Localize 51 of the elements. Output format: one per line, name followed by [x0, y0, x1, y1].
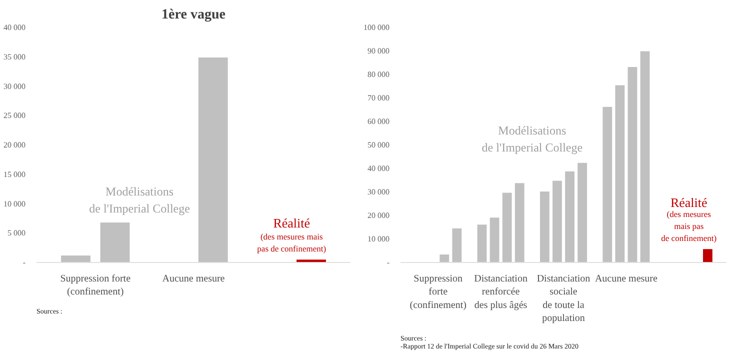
- x-tick-label: Aucune mesure: [162, 274, 226, 284]
- bar: [440, 254, 450, 262]
- x-tick-label: Distanciation sociale de toute la population: [536, 274, 590, 324]
- y-tick-label: 35 000: [4, 52, 26, 62]
- bar: [452, 228, 462, 262]
- annotation: Réalité: [670, 195, 708, 210]
- y-tick-label: 10 000: [4, 199, 26, 208]
- bar: [514, 183, 524, 262]
- x-tick-label: Suppression forte (confinement): [60, 274, 132, 298]
- annotation: (des mesures mais pas de confinement): [661, 209, 717, 244]
- bar: [640, 51, 650, 262]
- annotation: Réalité: [273, 216, 310, 231]
- y-tick-label: 40 000: [368, 164, 390, 173]
- y-tick-label: 20 000: [4, 140, 26, 150]
- x-tick-label: Aucune mesure: [594, 274, 658, 284]
- bar: [628, 66, 638, 262]
- x-tick-label: Suppression forte (confinement): [410, 274, 466, 311]
- y-tick-label: 30 000: [368, 188, 390, 196]
- y-tick-label: -: [22, 258, 26, 267]
- y-tick-label: -: [386, 258, 390, 267]
- bar: [552, 180, 562, 262]
- y-tick-label: 60 000: [368, 117, 390, 126]
- bar: [602, 106, 612, 262]
- y-tick-label: 40 000: [4, 23, 26, 32]
- bar: [578, 162, 588, 262]
- y-tick-label: 70 000: [368, 94, 390, 102]
- bar: [490, 218, 500, 262]
- y-tick-label: 25 000: [4, 111, 26, 120]
- annotation: Modélisations de l'Imperial College: [482, 124, 583, 154]
- chart-title: 1ère vague: [162, 8, 226, 22]
- y-tick-label: 50 000: [368, 140, 390, 150]
- y-tick-label: 90 000: [368, 46, 390, 56]
- bar: [502, 192, 512, 262]
- bar: [198, 57, 228, 262]
- bar: [702, 249, 712, 262]
- y-tick-label: 30 000: [4, 82, 26, 91]
- x-tick-label: Distanciation renforcée des plus âgés: [474, 274, 528, 311]
- y-tick-label: 15 000: [4, 170, 26, 179]
- y-tick-label: 5 000: [8, 228, 26, 238]
- bar: [565, 171, 574, 262]
- y-tick-label: 100 000: [364, 23, 390, 32]
- bar: [100, 222, 130, 262]
- annotation: (des mesures mais pas de confinement): [257, 232, 326, 254]
- y-tick-label: 20 000: [368, 211, 390, 220]
- annotation: Modélisations de l'Imperial College: [89, 184, 190, 216]
- y-tick-label: 10 000: [368, 234, 390, 244]
- bar: [477, 224, 487, 262]
- bar: [61, 255, 90, 262]
- bar: [540, 192, 550, 262]
- y-tick-label: 80 000: [368, 70, 390, 79]
- bar: [615, 85, 625, 262]
